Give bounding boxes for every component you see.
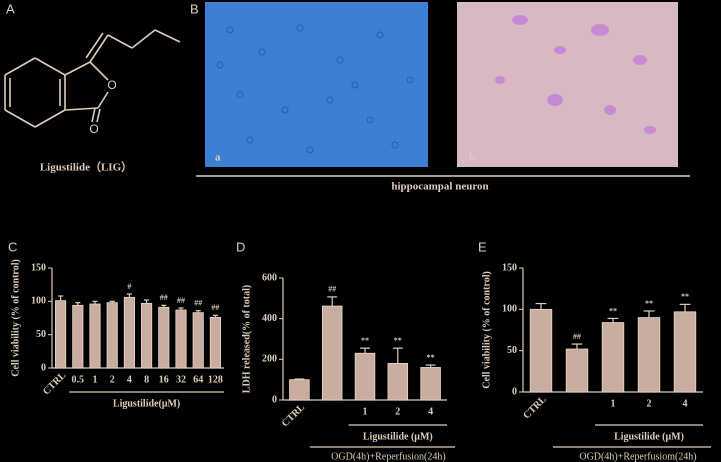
condition-label: OGD(4h)+Reperfusion(24h): [331, 451, 446, 462]
bar: [354, 352, 376, 401]
x-tick-label: 128: [208, 374, 223, 385]
condition-label: OGD(4h)+Reperfusiom(24h): [579, 451, 696, 462]
x-tick-label: 2: [647, 398, 652, 409]
y-tick-label: 150: [31, 262, 46, 273]
panel-letter: B: [190, 1, 199, 16]
bar: [106, 302, 118, 369]
x-tick-label: 4: [127, 374, 132, 385]
y-axis-label: LDH released(% of total): [241, 285, 252, 393]
y-tick-label: 200: [262, 354, 277, 365]
cells: [495, 15, 656, 134]
image-label: a: [215, 152, 221, 164]
x-axis-label: Ligustilide (μM): [363, 431, 433, 442]
significance-label: ##: [573, 332, 581, 341]
significance-label: #: [127, 282, 131, 291]
significance-label: ##: [160, 293, 168, 302]
y-tick-label: 100: [31, 296, 46, 307]
atom-label: O: [89, 122, 98, 136]
y-tick-label: 50: [507, 345, 517, 356]
y-tick-label: 0: [41, 362, 46, 373]
significance-label: **: [645, 299, 653, 308]
caption: Ligustilide（LIG）: [40, 161, 132, 174]
y-tick-label: 50: [36, 329, 46, 340]
significance-label: ##: [211, 303, 219, 312]
y-tick-label: 600: [262, 272, 277, 283]
bar: [158, 306, 170, 369]
y-tick-label: 0: [272, 394, 277, 405]
atom-label: O: [107, 78, 116, 92]
x-tick-label: CTRL: [41, 370, 69, 398]
panel-letter: A: [6, 1, 15, 16]
bar: [673, 311, 697, 393]
y-axis-label: Cell viability (% of control): [10, 259, 21, 377]
significance-label: **: [361, 336, 369, 345]
panel-letter: D: [236, 239, 245, 254]
x-tick-label: CTRL: [521, 394, 549, 422]
x-tick-label: 1: [93, 374, 98, 385]
bar: [387, 362, 409, 401]
x-tick-label: 2: [395, 406, 400, 417]
bar: [601, 322, 625, 393]
bar: [123, 296, 135, 369]
x-tick-label: 2: [110, 374, 115, 385]
y-tick-label: 100: [502, 304, 517, 315]
bar: [55, 300, 67, 369]
y-tick-label: 0: [512, 386, 517, 397]
bar: [420, 367, 441, 401]
bar: [529, 308, 553, 393]
x-tick-label: 0.5: [72, 374, 85, 385]
bar: [321, 305, 343, 401]
significance-label: ##: [328, 285, 336, 294]
x-tick-label: CTRL: [280, 402, 308, 430]
bar: [209, 316, 221, 369]
x-tick-label: 64: [193, 374, 203, 385]
significance-label: ##: [194, 298, 202, 307]
micrograph: [205, 2, 428, 167]
image-label: b: [469, 152, 475, 164]
x-tick-label: 8: [144, 374, 149, 385]
x-tick-label: 32: [176, 374, 186, 385]
y-tick-label: 400: [262, 313, 277, 324]
bar: [192, 312, 204, 369]
y-tick-label: 150: [502, 262, 517, 273]
panel-letter: E: [478, 239, 487, 254]
significance-label: **: [394, 336, 402, 345]
x-tick-label: 16: [159, 374, 169, 385]
x-tick-label: 4: [683, 398, 688, 409]
x-tick-label: 1: [363, 406, 368, 417]
y-axis-label: Cell viability (% of control): [481, 271, 492, 389]
chemical-structure: [4, 29, 181, 128]
significance-label: **: [609, 306, 617, 315]
significance-label: **: [681, 292, 689, 301]
panel-letter: C: [8, 239, 17, 254]
bar: [565, 348, 589, 393]
x-axis-label: Ligustilide(μM): [113, 398, 180, 409]
significance-label: **: [427, 353, 435, 362]
bar: [637, 317, 661, 393]
caption: hippocampal neuron: [391, 181, 488, 193]
x-tick-label: 1: [611, 398, 616, 409]
x-axis-label: Ligustilide (μM): [614, 431, 684, 442]
x-tick-label: 4: [428, 406, 433, 417]
bar: [141, 302, 153, 369]
bar: [72, 304, 84, 369]
significance-label: ##: [177, 296, 185, 305]
bar: [175, 309, 187, 369]
cells: [216, 24, 414, 154]
micrograph: [457, 2, 678, 167]
bar: [89, 303, 101, 369]
bar: [289, 379, 310, 401]
